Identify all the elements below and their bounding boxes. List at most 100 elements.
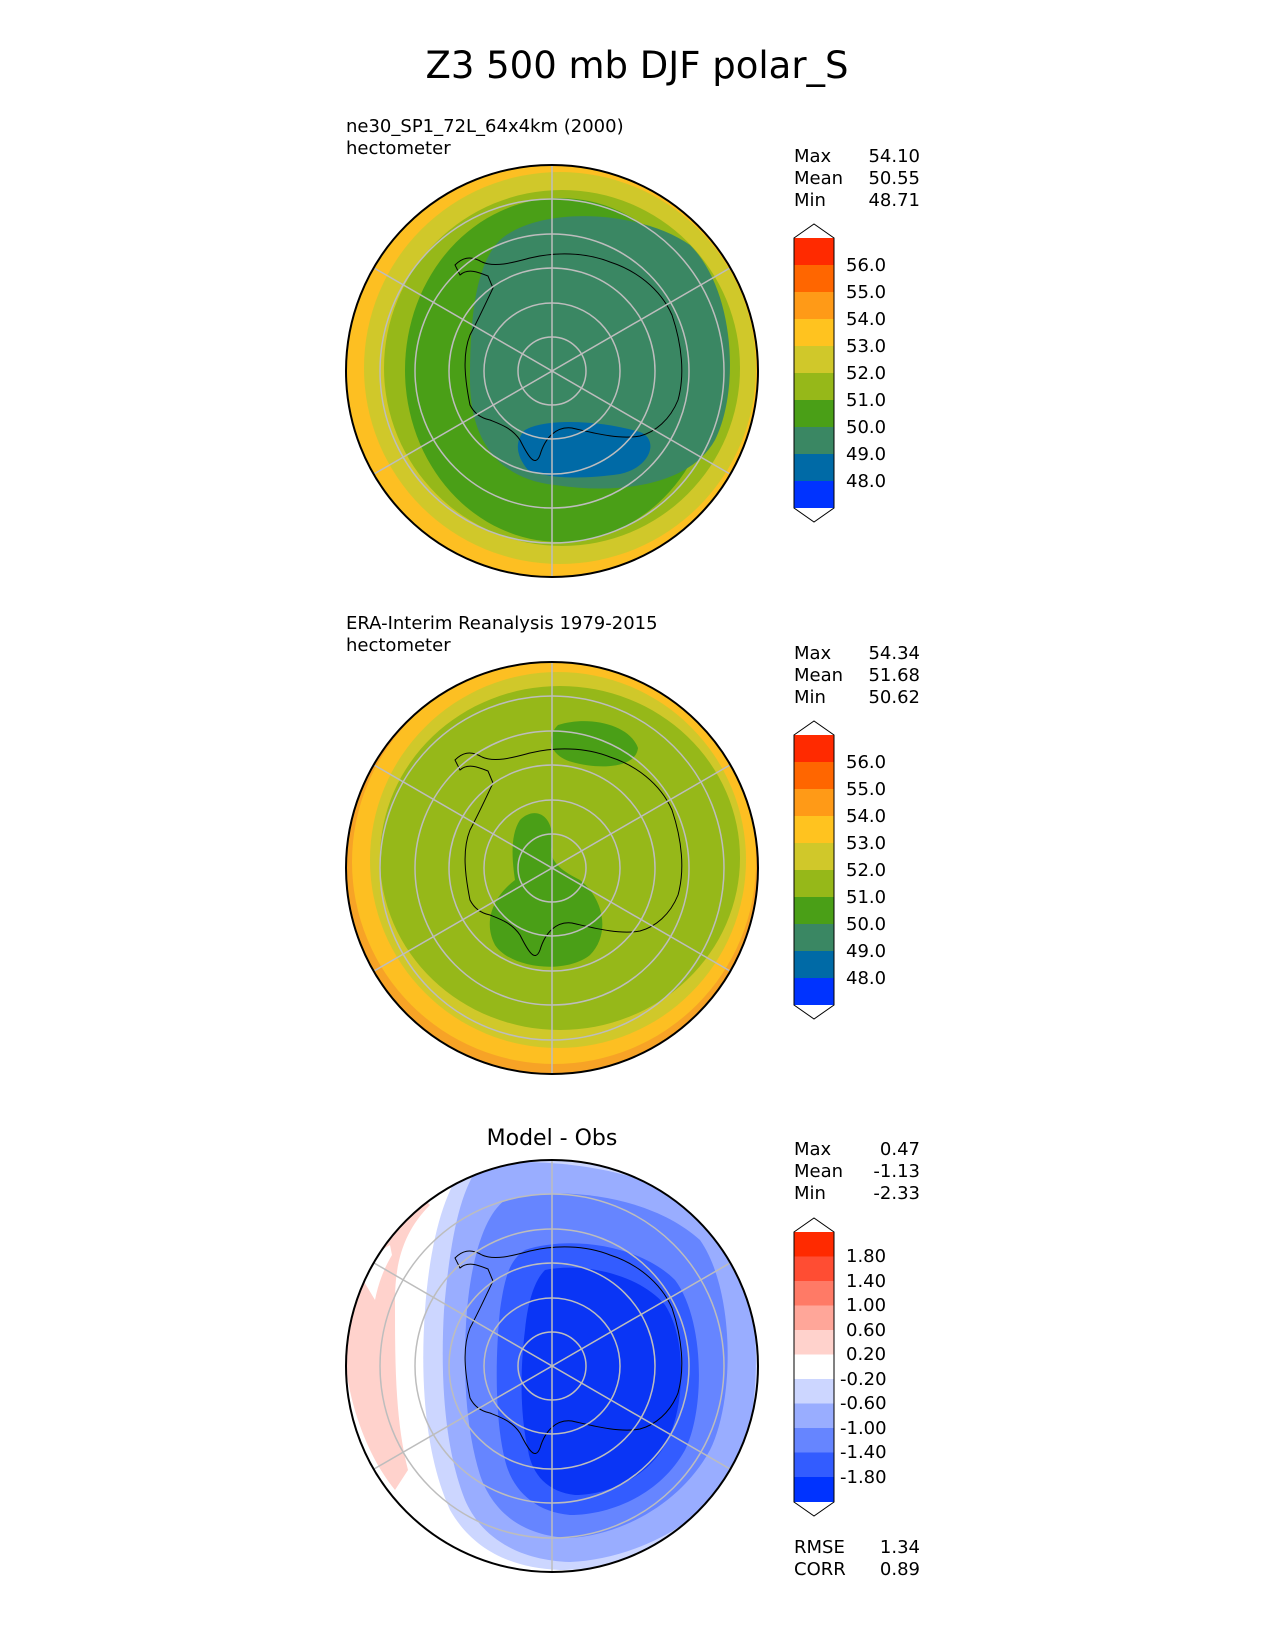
colorbar-tick-label: 49.0	[846, 941, 886, 962]
panel-title: Model - Obs	[487, 1126, 618, 1151]
colorbar-tick-label: -0.20	[840, 1369, 887, 1390]
figure-title: Z3 500 mb DJF polar_S	[425, 44, 848, 87]
panel-title-line-2: hectometer	[346, 635, 451, 656]
colorbar-segment	[794, 1330, 834, 1355]
metric-corr-value: 0.89	[880, 1559, 920, 1580]
metric-corr-label: CORR	[794, 1559, 846, 1580]
panel-title-line-2: hectometer	[346, 138, 451, 159]
colorbar-tick-label: 54.0	[846, 309, 886, 330]
stat-mean-label: Mean	[794, 1161, 843, 1182]
colorbar-outline	[793, 720, 835, 1020]
colorbar-segment	[794, 238, 834, 265]
panel-difference: Model - Obs Max 0.47 Mean	[345, 1126, 920, 1580]
colorbar-tick-label: 53.0	[846, 833, 886, 854]
stat-min-label: Min	[794, 687, 826, 708]
colorbar: 56.0 55.0 54.0 53.0 52.0 51.0 50.0 49.0 …	[793, 720, 886, 1020]
stat-mean-label: Mean	[794, 168, 843, 189]
colorbar-segment	[794, 1281, 834, 1306]
colorbar-segment	[794, 1379, 834, 1404]
stat-min-value: 48.71	[868, 190, 920, 211]
map-graticule	[373, 1160, 731, 1572]
contour-band-n18	[521, 1267, 682, 1495]
colorbar-segment	[794, 924, 834, 951]
colorbar-segment	[794, 481, 834, 508]
map-boundary	[345, 661, 759, 1075]
stats-block: Max 0.47 Mean -1.13 Min -2.33	[794, 1139, 920, 1204]
colorbar-segment	[794, 897, 834, 924]
coastline	[454, 1246, 683, 1454]
stat-min-label: Min	[794, 190, 826, 211]
colorbar-segment	[794, 373, 834, 400]
colorbar-segment	[794, 427, 834, 454]
colorbar-tick-label: 52.0	[846, 860, 886, 881]
panel-title-line-1: ERA-Interim Reanalysis 1979-2015	[346, 613, 658, 634]
coastline	[454, 253, 683, 461]
colorbar-segment	[794, 454, 834, 481]
stat-mean-value: 51.68	[868, 665, 920, 686]
map-graticule	[373, 662, 731, 1074]
stat-max-value: 54.34	[868, 643, 920, 664]
colorbar-tick-label: 56.0	[846, 752, 886, 773]
colorbar-segment	[794, 735, 834, 762]
colorbar-tick-label: 52.0	[846, 363, 886, 384]
colorbar-segment	[794, 762, 834, 789]
coastline	[454, 748, 683, 956]
panel-model: ne30_SP1_72L_64x4km (2000) hectometer Ma…	[345, 116, 920, 578]
colorbar-segment	[794, 346, 834, 373]
colorbar-tick-label: 50.0	[846, 417, 886, 438]
map-graticule	[373, 165, 731, 577]
colorbar-tick-label: 0.20	[846, 1344, 886, 1365]
colorbar-tick-label: 51.0	[846, 887, 886, 908]
stats-block: Max 54.34 Mean 51.68 Min 50.62	[794, 643, 920, 708]
stat-mean-value: 50.55	[868, 168, 920, 189]
map-boundary	[345, 164, 759, 578]
stat-mean-label: Mean	[794, 665, 843, 686]
metric-rmse-value: 1.34	[880, 1537, 920, 1558]
colorbar-segment	[794, 816, 834, 843]
colorbar-tick-label: -0.60	[840, 1393, 887, 1414]
colorbar-segment	[794, 1452, 834, 1477]
stat-min-label: Min	[794, 1183, 826, 1204]
stat-min-value: -2.33	[873, 1183, 920, 1204]
colorbar-segment	[794, 1428, 834, 1453]
colorbar-tick-label: 51.0	[846, 390, 886, 411]
colorbar-tick-label: 55.0	[846, 282, 886, 303]
panel-obs: ERA-Interim Reanalysis 1979-2015 hectome…	[345, 613, 920, 1075]
metric-rmse-label: RMSE	[794, 1537, 845, 1558]
colorbar-tick-label: 1.00	[846, 1295, 886, 1316]
colorbar-segment	[794, 951, 834, 978]
contour-band-pos	[360, 1245, 392, 1300]
colorbar-segment	[794, 1477, 834, 1502]
colorbar-segment	[794, 789, 834, 816]
colorbar-segment	[794, 870, 834, 897]
colorbar-tick-label: 1.80	[846, 1246, 886, 1267]
contour-band-51	[489, 813, 603, 967]
stat-mean-value: -1.13	[873, 1161, 920, 1182]
panel-title-line-1: ne30_SP1_72L_64x4km (2000)	[346, 116, 624, 137]
colorbar-segment	[794, 1403, 834, 1428]
colorbar-tick-label: 0.60	[846, 1320, 886, 1341]
stat-max-label: Max	[794, 146, 832, 167]
colorbar-outline	[793, 223, 835, 523]
metrics-block: RMSE 1.34 CORR 0.89	[794, 1537, 920, 1580]
polar-map	[346, 662, 758, 1074]
colorbar-tick-label: 54.0	[846, 806, 886, 827]
colorbar-segment	[794, 400, 834, 427]
colorbar-segment	[794, 265, 834, 292]
colorbar-segment	[794, 319, 834, 346]
colorbar-tick-label: 49.0	[846, 444, 886, 465]
colorbar-tick-label: -1.00	[840, 1418, 887, 1439]
colorbar-tick-label: 50.0	[846, 914, 886, 935]
colorbar-segment	[794, 1232, 834, 1257]
colorbar-segment	[794, 292, 834, 319]
colorbar-tick-label: 55.0	[846, 779, 886, 800]
colorbar-segment	[794, 1354, 834, 1379]
colorbar-tick-label: 48.0	[846, 968, 886, 989]
colorbar-tick-label: -1.40	[840, 1442, 887, 1463]
stat-min-value: 50.62	[868, 687, 920, 708]
colorbar-tick-label: 1.40	[846, 1271, 886, 1292]
colorbar-outline	[793, 1217, 835, 1517]
colorbar: 56.0 55.0 54.0 53.0 52.0 51.0 50.0 49.0 …	[793, 223, 886, 523]
colorbar-segment	[794, 1305, 834, 1330]
